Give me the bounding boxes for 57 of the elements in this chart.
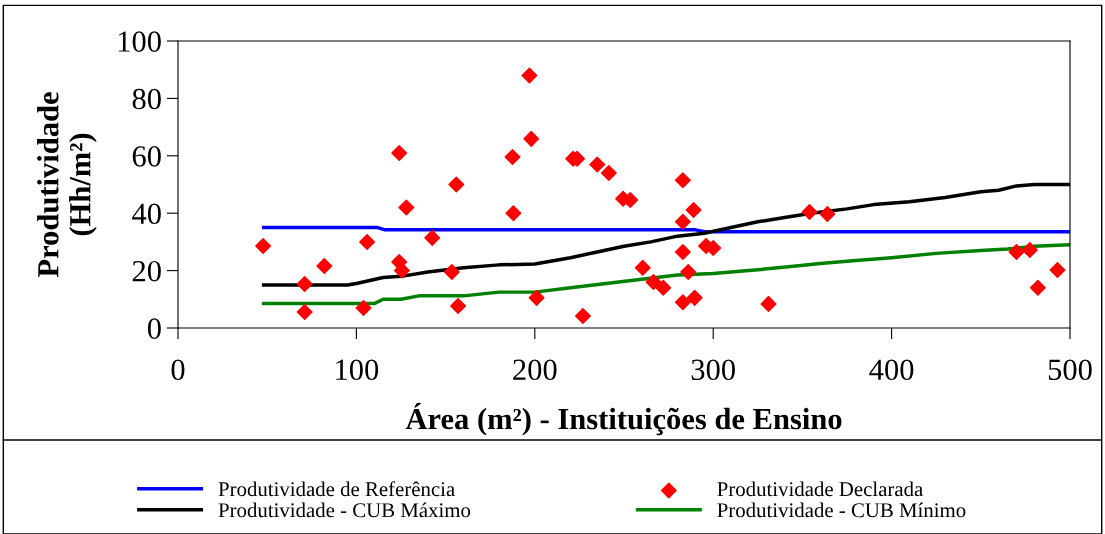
point <box>589 156 606 173</box>
point <box>504 148 521 165</box>
point <box>685 202 702 219</box>
point <box>391 144 408 161</box>
legend-label: Produtividade - CUB Mínimo <box>717 502 966 518</box>
point <box>1029 279 1046 296</box>
point <box>680 264 697 281</box>
line-series <box>261 243 1070 306</box>
point <box>296 303 313 320</box>
legend-label: Produtividade Declarada <box>717 481 923 497</box>
y-tick-label: 40 <box>132 203 161 225</box>
legend-label: Produtividade - CUB Máximo <box>218 502 471 518</box>
point <box>359 233 376 250</box>
y-tick-label: 100 <box>118 31 161 52</box>
y-axis-title: Produtividade (Hh/m²) <box>37 92 97 278</box>
point <box>686 289 703 306</box>
point <box>674 172 691 189</box>
y-tick-label: 80 <box>132 88 161 110</box>
point <box>255 237 272 254</box>
point <box>521 67 538 84</box>
y-tick-label: 0 <box>147 318 161 339</box>
point <box>634 259 651 276</box>
x-tick-label: 100 <box>336 359 379 381</box>
point <box>645 274 662 291</box>
point <box>574 307 591 324</box>
legend-label: Produtividade de Referência <box>218 481 455 497</box>
point <box>801 204 818 221</box>
point <box>1049 262 1066 279</box>
point <box>316 258 333 274</box>
y-tick-label: 60 <box>132 146 161 167</box>
point <box>528 289 545 306</box>
point <box>1021 241 1038 258</box>
point <box>393 262 410 279</box>
point <box>443 264 460 281</box>
point <box>448 176 465 193</box>
point <box>760 295 777 312</box>
point <box>600 165 617 181</box>
point <box>655 279 672 296</box>
x-tick-label: 0 <box>171 359 185 381</box>
x-tick-label: 200 <box>513 359 557 381</box>
point <box>819 206 836 223</box>
y-tick-label: 20 <box>132 260 161 282</box>
point <box>424 229 441 246</box>
x-tick-label: 400 <box>869 359 914 381</box>
point <box>674 213 691 230</box>
x-axis-title: Área (m²) - Instituições de Ensino <box>405 402 842 436</box>
x-tick-label: 500 <box>1048 359 1092 381</box>
point <box>674 294 691 311</box>
x-tick-label: 300 <box>691 359 735 381</box>
point <box>505 205 522 222</box>
point <box>355 299 372 316</box>
point <box>398 199 415 216</box>
point <box>523 130 540 147</box>
point <box>450 297 467 314</box>
point <box>296 276 313 293</box>
point <box>674 243 691 260</box>
point <box>1008 243 1025 260</box>
